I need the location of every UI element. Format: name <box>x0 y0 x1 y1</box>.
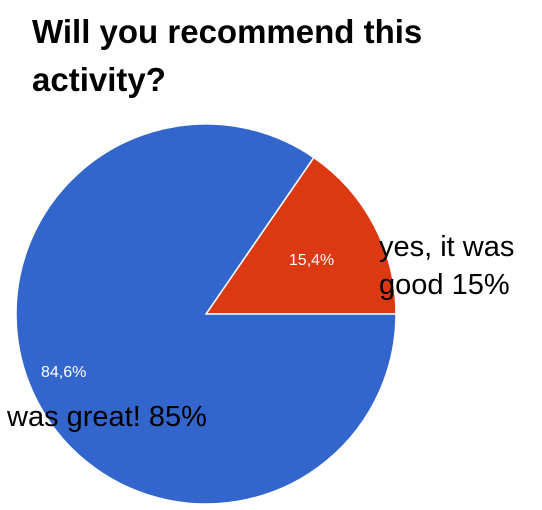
slice-label-was-great: 84,6% <box>41 364 86 381</box>
pie-slice-was-great[interactable] <box>15 123 397 505</box>
pie-slice-yes-it-was-good[interactable] <box>204 156 397 315</box>
slice-label-yes-it-was-good: 15,4% <box>289 252 334 269</box>
annotation-yes-it-was-good: yes, it was good 15% <box>379 231 515 301</box>
chart-title: Will you recommend this activity? <box>32 13 423 98</box>
annotation-was-great: was great! 85% <box>7 401 207 433</box>
